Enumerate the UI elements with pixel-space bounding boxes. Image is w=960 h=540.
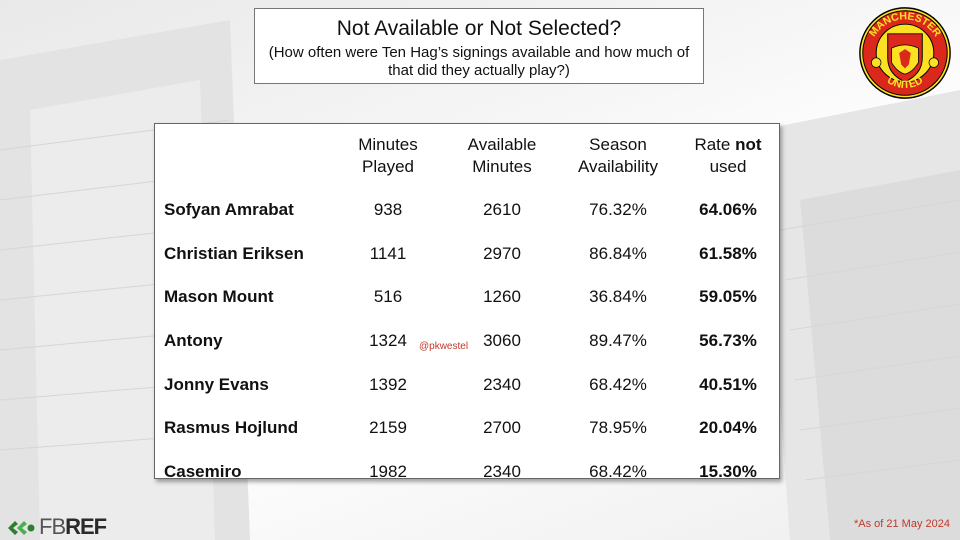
title-box: Not Available or Not Selected? (How ofte…	[254, 8, 704, 84]
cell-season-availability: 78.95%	[589, 418, 647, 438]
fbref-logo: FBREF	[6, 514, 107, 540]
cell-minutes-played: 938	[373, 199, 403, 219]
cell-rate-not-used: 59.05%	[699, 287, 757, 307]
stats-table: Minutes Played Available Minutes Season …	[155, 134, 781, 494]
cell-available-minutes: 2610	[483, 199, 521, 219]
header-player	[155, 134, 333, 188]
cell-available-minutes: 1260	[483, 287, 521, 307]
cell-rate-not-used: 61.58%	[699, 243, 757, 263]
header-rate-prefix: Rate	[694, 135, 736, 154]
cell-rate-not-used: 64.06%	[699, 199, 757, 219]
author-handle: @pkwestel	[419, 341, 469, 352]
cell-season-availability: 76.32%	[589, 199, 647, 219]
table-body: Sofyan Amrabat 938 2610 76.32% 64.06% Christi…	[155, 188, 781, 494]
fbref-wordmark-light: FB	[39, 514, 66, 539]
cell-player: Antony	[164, 330, 223, 350]
fbref-mark-icon	[8, 521, 35, 535]
cell-season-availability: 36.84%	[589, 287, 647, 307]
cell-rate-not-used: 15.30%	[699, 461, 757, 481]
header-rate-not-used: Rate not used	[675, 134, 781, 188]
table-row: Mason Mount 516 1260 36.84% 59.05%	[155, 275, 781, 319]
cell-available-minutes: 2970	[483, 243, 521, 263]
cell-player: Casemiro	[164, 461, 242, 481]
cell-available-minutes: 2340	[483, 374, 521, 394]
table-row: Casemiro 1982 2340 68.42% 15.30%	[155, 450, 781, 494]
cell-minutes-played: 1141	[369, 243, 407, 263]
header-available-minutes: Available Minutes	[467, 135, 537, 176]
table-row: Antony 1324 3060 89.47% 56.73%	[155, 319, 781, 363]
cell-available-minutes: 2340	[483, 461, 521, 481]
header-minutes-played: Minutes Played	[358, 135, 418, 176]
cell-player: Sofyan Amrabat	[164, 199, 294, 219]
fbref-wordmark: FBREF	[39, 514, 107, 540]
page-title: Not Available or Not Selected?	[336, 17, 622, 40]
table-row: Sofyan Amrabat 938 2610 76.32% 64.06%	[155, 188, 781, 232]
cell-player: Jonny Evans	[164, 374, 269, 394]
cell-rate-not-used: 20.04%	[699, 418, 757, 438]
stats-table-card: Minutes Played Available Minutes Season …	[154, 123, 780, 481]
cell-minutes-played: 1324	[369, 330, 407, 350]
crest-bottom-text: UNITED	[885, 74, 925, 91]
cell-minutes-played: 1392	[369, 374, 407, 394]
cell-rate-not-used: 40.51%	[699, 374, 757, 394]
cell-available-minutes: 3060	[483, 330, 521, 350]
table-row: Jonny Evans 1392 2340 68.42% 40.51%	[155, 363, 781, 407]
cell-rate-not-used: 56.73%	[699, 330, 757, 350]
cell-available-minutes: 2700	[483, 418, 521, 438]
cell-player: Rasmus Hojlund	[164, 418, 299, 438]
header-rate-bold: not	[735, 135, 762, 154]
cell-minutes-played: 1982	[369, 461, 407, 481]
cell-season-availability: 68.42%	[589, 461, 647, 481]
page-subtitle: (How often were Ten Hag’s signings avail…	[268, 44, 690, 79]
header-rate-suffix: used	[709, 157, 747, 176]
fbref-wordmark-bold: REF	[65, 514, 107, 539]
cell-player: Mason Mount	[164, 287, 274, 307]
table-row: Rasmus Hojlund 2159 2700 78.95% 20.04%	[155, 406, 781, 450]
table-row: Christian Eriksen 1141 2970 86.84% 61.58%	[155, 232, 781, 276]
footnote-date: *As of 21 May 2024	[853, 518, 950, 530]
cell-minutes-played: 516	[373, 287, 403, 307]
manchester-united-crest-logo: MANCHESTER UNITED	[859, 7, 951, 99]
cell-player: Christian Eriksen	[164, 243, 304, 263]
cell-season-availability: 68.42%	[589, 374, 647, 394]
cell-minutes-played: 2159	[369, 418, 407, 438]
svg-text:UNITED: UNITED	[885, 74, 925, 91]
cell-season-availability: 86.84%	[589, 243, 647, 263]
cell-season-availability: 89.47%	[589, 330, 647, 350]
table-header-row: Minutes Played Available Minutes Season …	[155, 134, 781, 188]
header-season-availability: Season Availability	[577, 135, 658, 176]
